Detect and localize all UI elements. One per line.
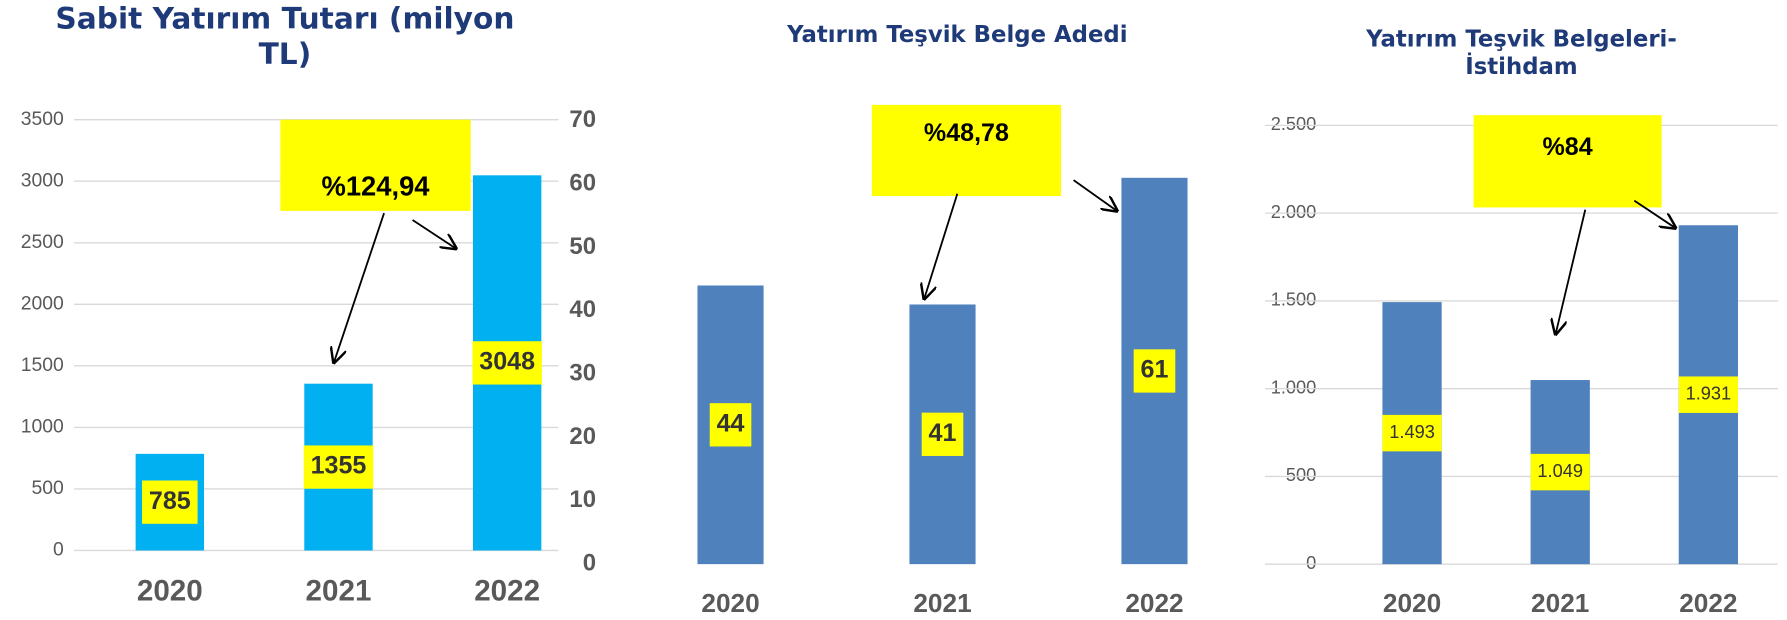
data-label: 41 <box>929 419 957 447</box>
data-label-bg <box>1678 376 1738 413</box>
data-label: 3048 <box>479 348 535 376</box>
chart-title-box: Yatırım Teşvik Belgeleri-İstihdam <box>1366 25 1677 80</box>
x-tick-label: 2020 <box>137 574 203 607</box>
chart-title-box: Sabit Yatırım Tutarı (milyon TL) <box>55 2 515 73</box>
annotation: %84 <box>1543 133 1593 161</box>
data-label: 1.931 <box>1686 383 1732 404</box>
y-tick-label: 50 <box>569 233 596 260</box>
data-label: 61 <box>1141 356 1169 384</box>
x-tick-label: 2021 <box>913 588 971 618</box>
x-tick-label: 2021 <box>1531 588 1589 618</box>
y-tick-label: 40 <box>569 296 596 323</box>
chart-title-box: Yatırım Teşvik Belge Adedi <box>787 20 1128 48</box>
data-label: 1.049 <box>1537 460 1583 481</box>
x-tick-label: 2020 <box>1383 588 1441 618</box>
y-tick-label: 30 <box>569 359 596 386</box>
annotation-box <box>280 119 471 211</box>
y-tick-label: 1000 <box>21 415 64 437</box>
data-label: 785 <box>149 487 191 515</box>
data-label-bg <box>709 403 752 447</box>
chart-title: Yatırım Teşvik Belge Adedi <box>787 20 1128 48</box>
x-tick-label: 2022 <box>474 574 540 607</box>
y-tick-label: 0 <box>1306 552 1316 573</box>
data-label: 1355 <box>311 452 367 480</box>
y-tick-label: 2500 <box>21 231 64 253</box>
chart-title: Yatırım Teşvik Belgeleri-İstihdam <box>1366 25 1677 80</box>
y-tick-label: 3000 <box>21 169 64 191</box>
y-tick-label: 10 <box>569 486 596 513</box>
data-label-bg <box>1133 349 1176 393</box>
arrow <box>1633 199 1675 228</box>
annotation: %124,94 <box>322 170 431 201</box>
x-tick-label: 2020 <box>701 588 759 618</box>
y-tick-label: 20 <box>569 423 596 450</box>
arrow <box>412 219 456 248</box>
data-label-bg <box>472 341 542 385</box>
y-tick-label: 2000 <box>21 292 64 314</box>
data-label-bg <box>142 480 198 524</box>
y-tick-label: 1.000 <box>1271 376 1317 397</box>
arrow <box>924 193 959 299</box>
data-label-bg <box>1530 453 1590 491</box>
data-label-bg <box>921 412 964 456</box>
y-tick-label: 3500 <box>21 108 64 130</box>
y-tick-label: 500 <box>32 477 65 499</box>
y-tick-label: 0 <box>583 549 596 576</box>
data-label-bg <box>303 445 374 489</box>
chart-title: Sabit Yatırım Tutarı (milyon TL) <box>55 2 515 73</box>
arrow <box>334 212 385 362</box>
y-tick-label: 70 <box>569 106 596 133</box>
x-tick-label: 2022 <box>1125 588 1183 618</box>
arrow <box>1073 179 1117 211</box>
y-tick-label: 1500 <box>21 354 64 376</box>
x-tick-label: 2021 <box>306 574 372 607</box>
data-label: 1.493 <box>1389 421 1435 442</box>
y-tick-label: 1.500 <box>1271 289 1317 310</box>
y-tick-label: 2.000 <box>1271 201 1317 222</box>
annotation: %48,78 <box>924 119 1009 147</box>
data-label: 44 <box>717 409 745 437</box>
y-tick-label: 60 <box>569 169 596 196</box>
arrow <box>1556 209 1587 334</box>
annotation-box <box>871 104 1062 197</box>
y-tick-label: 2.500 <box>1271 113 1317 134</box>
annotation-box <box>1473 115 1662 208</box>
y-tick-label: 0 <box>53 539 64 561</box>
data-label-bg <box>1382 414 1442 452</box>
y-tick-label: 500 <box>1286 464 1316 485</box>
x-tick-label: 2022 <box>1679 588 1737 618</box>
